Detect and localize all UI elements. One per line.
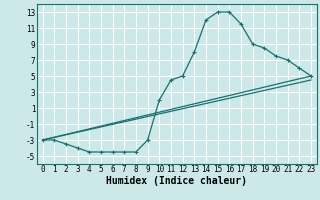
X-axis label: Humidex (Indice chaleur): Humidex (Indice chaleur) (106, 176, 247, 186)
